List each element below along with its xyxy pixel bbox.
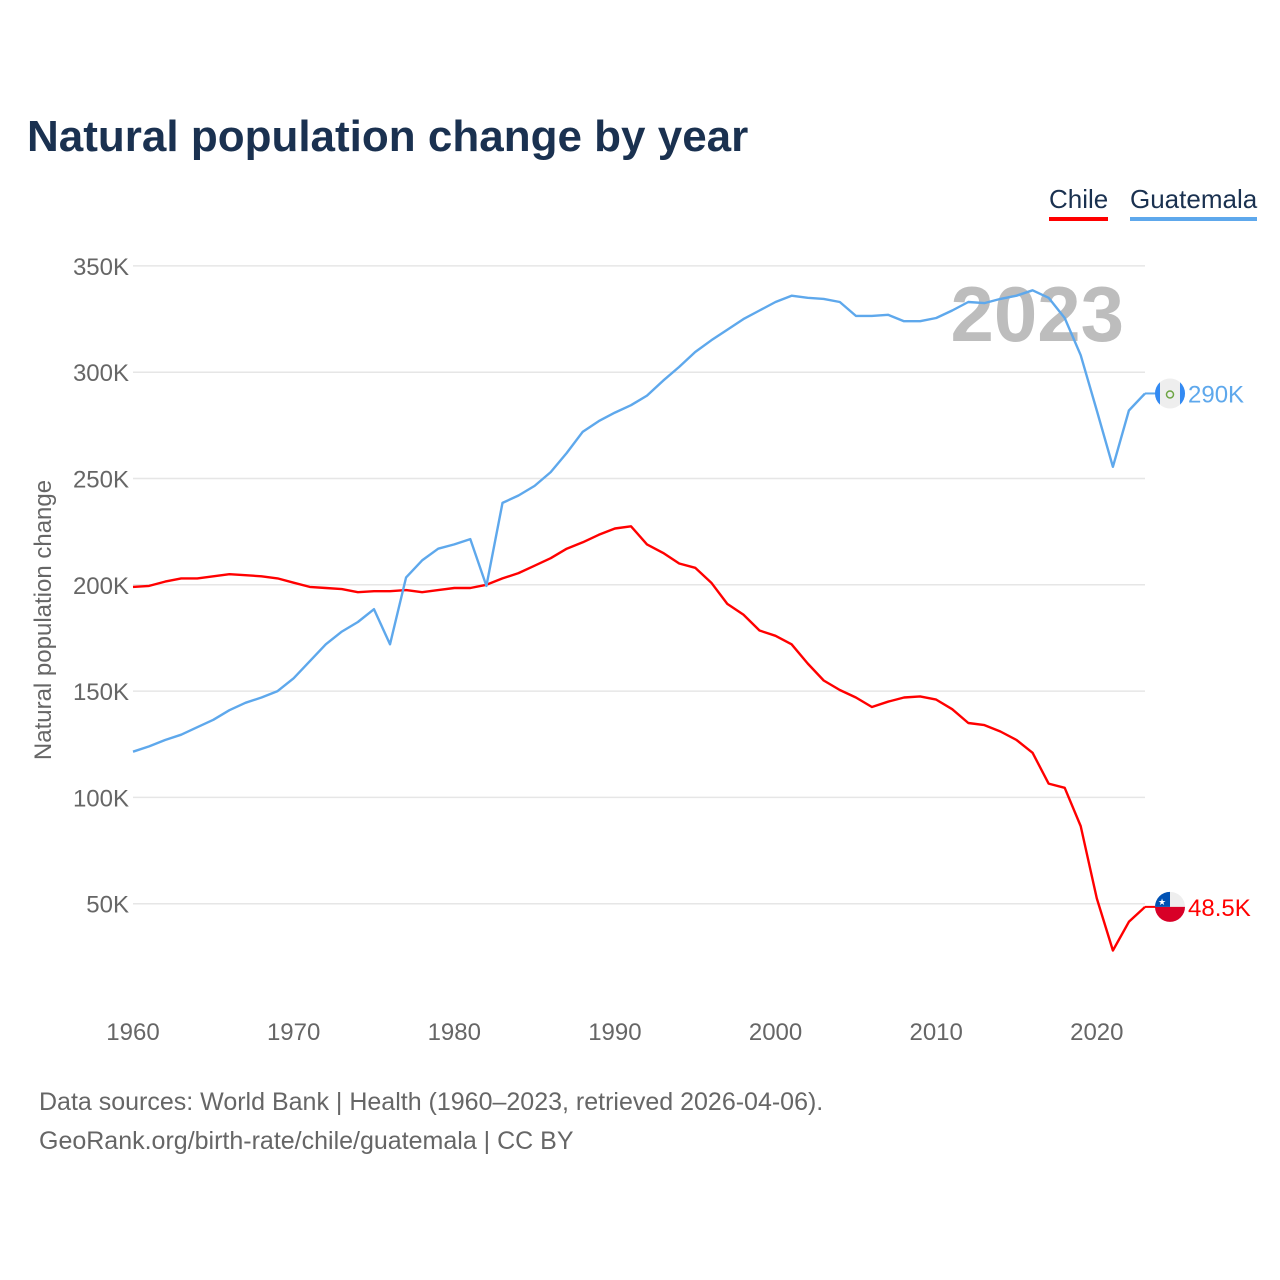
legend-item-chile[interactable]: Chile — [1049, 184, 1109, 221]
chile-flag-icon — [1155, 906, 1185, 922]
x-tick-label: 1960 — [106, 1019, 159, 1046]
x-tick-label: 1980 — [428, 1019, 481, 1046]
y-tick-label: 350K — [73, 254, 129, 281]
x-tick-label: 1990 — [588, 1019, 641, 1046]
x-tick-label: 1970 — [267, 1019, 320, 1046]
guatemala-flag-icon — [1155, 378, 1185, 409]
footer-sources: Data sources: World Bank | Health (1960–… — [39, 1088, 824, 1116]
x-tick-label: 2000 — [749, 1019, 802, 1046]
y-tick-label: 150K — [73, 679, 129, 706]
chile-flag-star: ★ — [1158, 897, 1166, 907]
guatemala-flag-icon — [1154, 382, 1160, 405]
x-tick-label: 2020 — [1070, 1019, 1123, 1046]
x-tick-label: 2010 — [909, 1019, 962, 1046]
y-tick-label: 50K — [86, 892, 129, 919]
y-tick-label: 100K — [73, 785, 129, 812]
end-value-label-guatemala: 290K — [1188, 381, 1244, 408]
year-watermark: 2023 — [950, 270, 1124, 358]
guatemala-flag-emblem — [1165, 390, 1175, 399]
y-tick-label: 200K — [73, 573, 129, 600]
chart-title: Natural population change by year — [27, 112, 749, 161]
series-line-chile — [132, 525, 1146, 952]
y-tick-label: 250K — [73, 467, 129, 494]
y-tick-label: 300K — [73, 360, 129, 387]
footer-link[interactable]: GeoRank.org/birth-rate/chile/guatemala |… — [39, 1127, 574, 1155]
guatemala-flag-icon — [1180, 382, 1186, 405]
end-value-label-chile: 48.5K — [1188, 895, 1251, 922]
chile-flag-icon — [1155, 891, 1170, 907]
y-axis-label: Natural population change — [30, 480, 57, 760]
legend-item-guatemala[interactable]: Guatemala — [1130, 184, 1258, 221]
series-line-guatemala — [132, 289, 1146, 753]
